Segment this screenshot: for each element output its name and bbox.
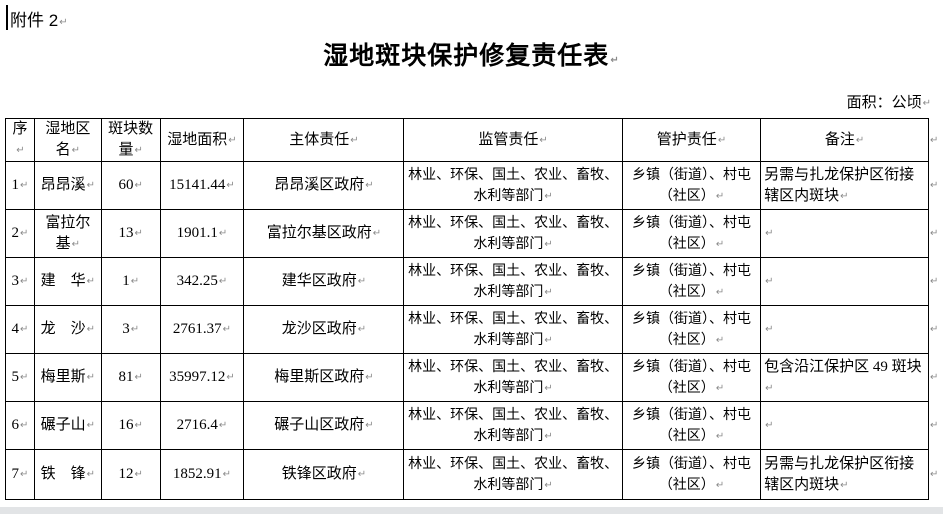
cell-area: 35997.12: [159, 353, 245, 402]
cell-main: 梅里斯区政府: [243, 353, 405, 402]
cell-main: 昂昂溪区政府: [243, 161, 405, 210]
page-edge-strip: [0, 507, 943, 514]
paragraph-mark-icon: [929, 369, 938, 385]
cell-index: 1: [5, 161, 35, 210]
cell-index: 5: [5, 353, 35, 402]
cell-main: 富拉尔基区政府: [243, 209, 405, 258]
cell-main: 碾子山区政府: [243, 401, 405, 450]
table-row: 4 龙 沙 3 2761.37 龙沙区政府 林业、环保、国土、农业、畜牧、水利等…: [5, 305, 943, 354]
table-header-row: 序 湿地区名 斑块数量 湿地面积 主体责任 监管责任 管护责任 备注: [5, 118, 943, 162]
cell-remark: 另需与扎龙保护区衔接辖区内斑块: [760, 161, 929, 210]
page-title: 湿地斑块保护修复责任表: [0, 36, 943, 72]
cell-district: 建 华: [33, 257, 102, 306]
cell-custody: 乡镇（街道）、村屯（社区）: [621, 257, 762, 306]
cell-area: 342.25: [159, 257, 245, 306]
cell-supervision: 林业、环保、国土、农业、畜牧、水利等部门: [403, 209, 623, 258]
column-header-supervision-responsibility: 监管责任: [403, 118, 623, 162]
cell-district: 昂昂溪: [33, 161, 102, 210]
row-end-cell: [928, 354, 942, 402]
cell-patch-count: 3: [100, 305, 161, 354]
row-end-cell: [928, 402, 942, 450]
table-row: 6 碾子山 16 2716.4 碾子山区政府 林业、环保、国土、农业、畜牧、水利…: [5, 401, 943, 450]
column-header-index: 序: [5, 118, 35, 162]
table-row: 2 富拉尔基 13 1901.1 富拉尔基区政府 林业、环保、国土、农业、畜牧、…: [5, 209, 943, 258]
cell-district: 富拉尔基: [33, 209, 102, 258]
area-unit-note: 面积：公顷: [847, 91, 931, 112]
responsibility-table: 序 湿地区名 斑块数量 湿地面积 主体责任 监管责任 管护责任 备注 1 昂昂溪…: [5, 118, 943, 500]
cell-area: 2761.37: [159, 305, 245, 354]
paragraph-mark-icon: [929, 321, 938, 337]
cell-index: 6: [5, 401, 35, 450]
cell-patch-count: 81: [100, 353, 161, 402]
row-end-cell: [928, 306, 942, 354]
cell-index: 3: [5, 257, 35, 306]
attachment-label: 附件 2: [10, 6, 68, 31]
row-end-cell: [928, 119, 942, 162]
column-header-main-responsibility: 主体责任: [243, 118, 405, 162]
paragraph-mark-icon: [929, 466, 938, 482]
column-header-wetland-area: 湿地面积: [159, 118, 245, 162]
cell-district: 龙 沙: [33, 305, 102, 354]
row-end-cell: [928, 450, 942, 500]
cell-remark: [760, 209, 929, 258]
cell-remark: 包含沿江保护区 49 斑块: [760, 353, 929, 402]
cell-patch-count: 13: [100, 209, 161, 258]
cell-area: 2716.4: [159, 401, 245, 450]
cell-supervision: 林业、环保、国土、农业、畜牧、水利等部门: [403, 449, 623, 500]
table-row: 7 铁 锋 12 1852.91 铁锋区政府 林业、环保、国土、农业、畜牧、水利…: [5, 449, 943, 500]
paragraph-mark-icon: [929, 417, 938, 433]
cell-custody: 乡镇（街道）、村屯（社区）: [621, 305, 762, 354]
cell-supervision: 林业、环保、国土、农业、畜牧、水利等部门: [403, 401, 623, 450]
cell-patch-count: 16: [100, 401, 161, 450]
cell-supervision: 林业、环保、国土、农业、畜牧、水利等部门: [403, 161, 623, 210]
row-end-cell: [928, 258, 942, 306]
cell-patch-count: 12: [100, 449, 161, 500]
cell-custody: 乡镇（街道）、村屯（社区）: [621, 161, 762, 210]
column-header-district: 湿地区名: [33, 118, 102, 162]
column-header-custody-responsibility: 管护责任: [621, 118, 762, 162]
paragraph-mark-icon: [929, 132, 938, 148]
cell-remark: 另需与扎龙保护区衔接辖区内斑块: [760, 449, 929, 500]
cell-custody: 乡镇（街道）、村屯（社区）: [621, 449, 762, 500]
row-end-cell: [928, 210, 942, 258]
cell-main: 建华区政府: [243, 257, 405, 306]
cell-remark: [760, 401, 929, 450]
table-row: 5 梅里斯 81 35997.12 梅里斯区政府 林业、环保、国土、农业、畜牧、…: [5, 353, 943, 402]
table-row: 3 建 华 1 342.25 建华区政府 林业、环保、国土、农业、畜牧、水利等部…: [5, 257, 943, 306]
attachment-label-text: 附件 2: [10, 11, 68, 30]
paragraph-mark-icon: [929, 177, 938, 193]
cell-area: 15141.44: [159, 161, 245, 210]
cell-supervision: 林业、环保、国土、农业、畜牧、水利等部门: [403, 305, 623, 354]
cell-main: 龙沙区政府: [243, 305, 405, 354]
column-header-patch-count: 斑块数量: [100, 118, 161, 162]
cell-supervision: 林业、环保、国土、农业、畜牧、水利等部门: [403, 353, 623, 402]
cell-index: 4: [5, 305, 35, 354]
cell-remark: [760, 257, 929, 306]
cell-index: 7: [5, 449, 35, 500]
text-cursor: [6, 5, 8, 30]
paragraph-mark-icon: [929, 273, 938, 289]
cell-main: 铁锋区政府: [243, 449, 405, 500]
cell-custody: 乡镇（街道）、村屯（社区）: [621, 209, 762, 258]
cell-supervision: 林业、环保、国土、农业、畜牧、水利等部门: [403, 257, 623, 306]
cell-area: 1852.91: [159, 449, 245, 500]
row-end-cell: [928, 162, 942, 210]
cell-remark: [760, 305, 929, 354]
cell-area: 1901.1: [159, 209, 245, 258]
cell-custody: 乡镇（街道）、村屯（社区）: [621, 401, 762, 450]
cell-district: 碾子山: [33, 401, 102, 450]
paragraph-mark-icon: [929, 225, 938, 241]
cell-index: 2: [5, 209, 35, 258]
area-unit-note-text: 面积：公顷: [847, 95, 931, 111]
cell-custody: 乡镇（街道）、村屯（社区）: [621, 353, 762, 402]
table-row: 1 昂昂溪 60 15141.44 昂昂溪区政府 林业、环保、国土、农业、畜牧、…: [5, 161, 943, 210]
cell-district: 铁 锋: [33, 449, 102, 500]
cell-patch-count: 1: [100, 257, 161, 306]
cell-district: 梅里斯: [33, 353, 102, 402]
page-title-text: 湿地斑块保护修复责任表: [323, 42, 619, 70]
cell-patch-count: 60: [100, 161, 161, 210]
column-header-remarks: 备注: [760, 118, 929, 162]
